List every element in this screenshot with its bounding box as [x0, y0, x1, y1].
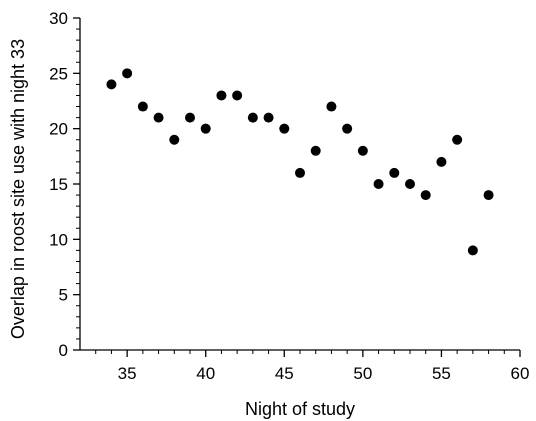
y-tick-label: 25 [49, 64, 68, 83]
data-point [153, 112, 164, 123]
data-point [342, 123, 353, 134]
data-point [279, 123, 290, 134]
data-point [483, 190, 494, 201]
data-point [452, 134, 463, 145]
data-point [389, 167, 400, 178]
x-tick-label: 40 [196, 364, 215, 383]
y-tick-label: 30 [49, 9, 68, 28]
data-point [200, 123, 211, 134]
y-axis-title: Overlap in roost site use with night 33 [8, 39, 28, 339]
ticks [73, 17, 521, 357]
x-tick-label: 50 [353, 364, 372, 383]
data-point [405, 179, 415, 189]
x-tick-label: 55 [432, 364, 451, 383]
y-tick-label: 10 [49, 230, 68, 249]
data-point [216, 90, 227, 101]
data-point [420, 190, 431, 201]
x-axis-title: Night of study [245, 399, 355, 419]
y-tick-label: 5 [59, 286, 68, 305]
data-point [373, 179, 384, 189]
data-point [263, 112, 274, 123]
data-point [122, 68, 133, 79]
data-point [310, 145, 321, 156]
x-tick-label: 45 [275, 364, 294, 383]
y-tick-label: 0 [59, 341, 68, 360]
x-tick-label: 35 [118, 364, 137, 383]
data-point [467, 245, 478, 256]
data-point [295, 167, 305, 178]
y-tick-label: 20 [49, 120, 68, 139]
tick-labels: 35 40 45 50 55 60 0 5 10 15 20 25 30 [49, 9, 529, 383]
axes [79, 18, 520, 351]
data-point [106, 79, 117, 90]
data-point [169, 134, 180, 145]
y-tick-label: 15 [49, 175, 68, 194]
data-point [247, 112, 258, 123]
data-point [357, 145, 368, 156]
data-points [106, 68, 494, 256]
data-point [185, 112, 195, 123]
data-point [137, 101, 148, 112]
x-tick-label: 60 [511, 364, 530, 383]
data-point [326, 101, 337, 112]
data-point [436, 156, 447, 167]
data-point [232, 90, 243, 101]
